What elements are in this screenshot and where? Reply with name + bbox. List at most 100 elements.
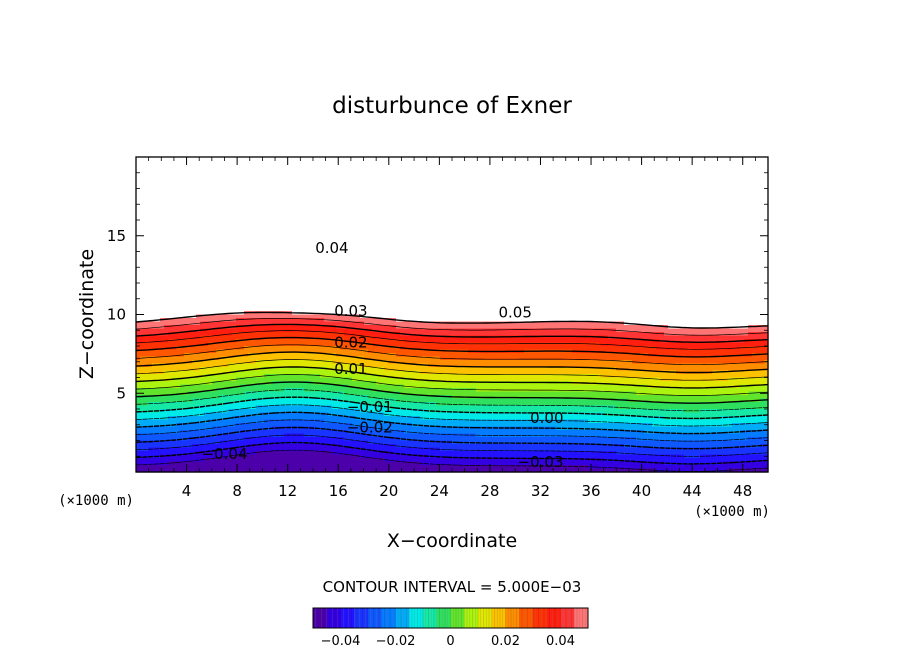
- field-cell: [168, 272, 173, 277]
- field-cell: [304, 423, 309, 428]
- field-cell: [292, 202, 297, 207]
- field-cell: [156, 251, 161, 256]
- field-cell: [260, 447, 265, 452]
- field-cell: [296, 248, 301, 253]
- field-cell: [288, 381, 293, 386]
- field-cell: [200, 237, 205, 242]
- field-cell: [312, 440, 317, 445]
- field-cell: [260, 328, 265, 333]
- field-cell: [296, 360, 301, 365]
- field-cell: [216, 349, 221, 354]
- field-cell: [204, 276, 209, 281]
- field-cell: [296, 220, 301, 225]
- field-cell: [268, 398, 273, 403]
- field-cell: [320, 416, 325, 421]
- field-cell: [160, 321, 165, 326]
- field-cell: [244, 412, 249, 417]
- field-cell: [252, 244, 257, 249]
- field-cell: [216, 241, 221, 246]
- field-cell: [316, 447, 321, 452]
- field-cell: [204, 164, 209, 169]
- field-cell: [256, 185, 261, 190]
- field-cell: [340, 276, 345, 281]
- field-cell: [204, 195, 209, 200]
- field-cell: [356, 255, 361, 260]
- field-cell: [212, 342, 217, 347]
- field-cell: [352, 447, 357, 452]
- field-cell: [256, 342, 261, 347]
- field-cell: [248, 461, 253, 466]
- field-cell: [296, 265, 301, 270]
- field-cell: [184, 451, 189, 456]
- field-cell: [264, 339, 269, 344]
- field-cell: [224, 188, 229, 193]
- field-cell: [212, 363, 217, 368]
- field-cell: [272, 262, 277, 267]
- field-cell: [288, 318, 293, 323]
- field-cell: [336, 283, 341, 288]
- field-cell: [348, 398, 353, 403]
- field-cell: [280, 363, 285, 368]
- field-cell: [288, 174, 293, 179]
- field-cell: [304, 192, 309, 197]
- field-cell: [184, 202, 189, 207]
- field-cell: [348, 342, 353, 347]
- field-cell: [136, 164, 141, 169]
- field-cell: [152, 160, 157, 165]
- field-cell: [152, 468, 157, 473]
- field-cell: [176, 276, 181, 281]
- field-cell: [156, 412, 161, 417]
- field-cell: [316, 181, 321, 186]
- field-cell: [312, 220, 317, 225]
- field-cell: [320, 318, 325, 323]
- field-cell: [172, 297, 177, 302]
- field-cell: [208, 269, 213, 274]
- field-cell: [308, 262, 313, 267]
- field-cell: [332, 293, 337, 298]
- field-cell: [176, 279, 181, 284]
- field-cell: [268, 388, 273, 393]
- field-cell: [168, 276, 173, 281]
- field-cell: [220, 188, 225, 193]
- field-cell: [312, 451, 317, 456]
- field-cell: [160, 157, 165, 162]
- field-cell: [136, 272, 141, 277]
- field-cell: [320, 430, 325, 435]
- field-cell: [184, 332, 189, 337]
- field-cell: [308, 423, 313, 428]
- field-cell: [308, 171, 313, 176]
- field-cell: [288, 209, 293, 214]
- field-cell: [156, 178, 161, 183]
- field-cell: [308, 409, 313, 414]
- field-cell: [260, 304, 265, 309]
- field-cell: [344, 454, 349, 459]
- field-cell: [312, 283, 317, 288]
- field-cell: [224, 440, 229, 445]
- field-cell: [292, 416, 297, 421]
- field-cell: [272, 367, 277, 372]
- field-cell: [260, 342, 265, 347]
- field-cell: [176, 451, 181, 456]
- field-cell: [212, 468, 217, 473]
- field-cell: [280, 160, 285, 165]
- field-cell: [324, 258, 329, 263]
- field-cell: [244, 426, 249, 431]
- field-cell: [156, 192, 161, 197]
- field-cell: [356, 307, 361, 312]
- field-cell: [316, 412, 321, 417]
- field-cell: [252, 160, 257, 165]
- field-cell: [268, 290, 273, 295]
- field-cell: [356, 157, 361, 162]
- field-cell: [228, 458, 233, 463]
- field-cell: [240, 405, 245, 410]
- field-cell: [280, 272, 285, 277]
- field-cell: [284, 423, 289, 428]
- field-cell: [320, 265, 325, 270]
- field-cell: [240, 258, 245, 263]
- field-cell: [332, 349, 337, 354]
- field-cell: [204, 409, 209, 414]
- field-cell: [208, 209, 213, 214]
- field-cell: [172, 171, 177, 176]
- field-cell: [336, 304, 341, 309]
- field-cell: [288, 300, 293, 305]
